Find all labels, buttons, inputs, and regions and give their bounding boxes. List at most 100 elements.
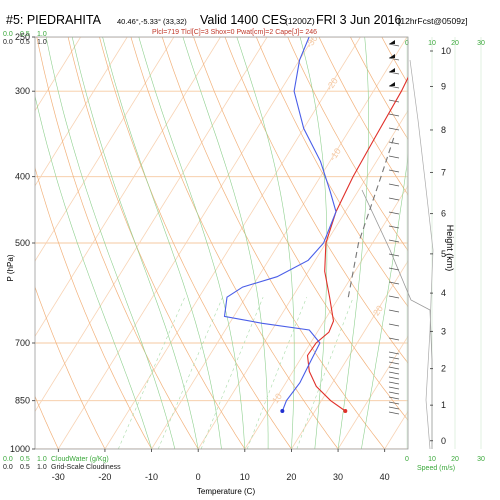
x-tick-label: 0 <box>196 472 201 482</box>
wind-barb <box>388 309 400 313</box>
moist-adiabat-line <box>35 94 152 449</box>
cloudwater-label: CloudWater (g/Kg) <box>51 456 109 463</box>
wind-barb <box>388 155 400 159</box>
mixing-ratio-line <box>296 297 354 449</box>
top-cloudwater-scale: 0.0 0.5 1.0 0.0 0.5 1.0 <box>3 31 47 46</box>
wind-barb <box>388 376 400 380</box>
dry-adiabat-line <box>130 37 339 449</box>
bottom-green-label-1: 0.5 <box>20 456 30 463</box>
wind-barb-flag <box>389 68 395 72</box>
moist-adiabat-line <box>102 37 222 449</box>
dry-adiabat-line <box>161 37 385 449</box>
dry-adiabat-line <box>67 37 246 449</box>
isotherm-line <box>35 37 268 413</box>
speed-tick-top: 30 <box>477 40 485 47</box>
wind-barb <box>388 141 400 145</box>
wind-barb <box>388 371 400 375</box>
dry-adiabat-line <box>318 37 408 196</box>
wind-barb-flag <box>389 82 395 86</box>
speed-tick-top: 0 <box>405 40 409 47</box>
dry-adiabat-line <box>255 37 408 308</box>
bottom-black-label-2: 1.0 <box>37 464 47 471</box>
speed-tick-bottom: 30 <box>477 456 485 463</box>
dewpoint-marker <box>280 409 285 414</box>
height-tick-label: 2 <box>441 364 446 374</box>
top-black-label-0: 0.0 <box>3 39 13 46</box>
speed-tick-bottom: 10 <box>428 456 436 463</box>
x-tick-label: 10 <box>240 472 250 482</box>
mixing-ratio-line <box>118 297 186 449</box>
dewpoint-trace <box>223 37 337 412</box>
wind-barb <box>388 99 400 103</box>
isotherm-line <box>35 37 175 262</box>
speed-axis-title: Speed (m/s) <box>417 465 455 472</box>
wind-barb <box>388 337 400 341</box>
height-tick-label: 6 <box>441 209 446 219</box>
bottom-green-label-2: 1.0 <box>37 456 47 463</box>
speed-tick-bottom: 0 <box>405 456 409 463</box>
station-coords: 40.46°,-5.33° (33,32) <box>117 17 187 26</box>
temperature-trace <box>306 76 408 412</box>
wind-barb <box>388 396 400 400</box>
wind-barb <box>388 366 400 370</box>
x-tick-label: 20 <box>286 472 296 482</box>
cloudiness-label: Grid-Scale Cloudiness <box>51 464 121 471</box>
wind-barb <box>388 295 400 299</box>
moist-adiabat-line <box>182 37 269 449</box>
x-axis-title: Temperature (C) <box>197 487 256 496</box>
wind-barb <box>388 253 400 257</box>
isotherm-line <box>35 37 81 112</box>
p-tick-label: 850 <box>15 396 30 406</box>
wind-barb <box>388 183 400 187</box>
sounding-traces <box>223 37 408 412</box>
valid-time: Valid 1400 CES <box>200 13 287 27</box>
x-tick-label: 30 <box>333 472 343 482</box>
height-axis: 0 1 2 3 4 5 6 7 8 9 10 <box>430 46 451 446</box>
dry-adiabat-line <box>287 37 408 252</box>
wind-barb <box>388 406 400 410</box>
bottom-green-label-0: 0.0 <box>3 456 13 463</box>
wind-barb <box>388 113 400 117</box>
isotherm-line <box>244 185 408 449</box>
dry-adiabat-line <box>99 37 292 449</box>
wind-barb <box>388 85 400 89</box>
p-tick-label: 300 <box>15 86 30 96</box>
wind-barb <box>388 211 400 215</box>
wind-barb <box>388 381 400 385</box>
wind-barb-flag <box>389 40 395 44</box>
speed-profile-line <box>409 59 434 450</box>
p-tick-label: 700 <box>15 338 30 348</box>
isotherm-line <box>151 37 408 449</box>
wind-barb <box>388 281 400 285</box>
temperature-marker <box>343 409 348 414</box>
x-tick-label: -30 <box>52 472 65 482</box>
dry-adiabat-line <box>35 166 152 449</box>
wind-barb <box>388 351 400 355</box>
height-tick-label: 5 <box>441 249 446 259</box>
height-tick-label: 8 <box>441 125 446 135</box>
pressure-axis: 1000 850 700 500 400 300 250 <box>10 32 35 454</box>
valid-date: FRI 3 Jun 2016 <box>316 13 402 27</box>
height-tick-label: 1 <box>441 400 446 410</box>
isotherm-line <box>35 37 128 187</box>
height-tick-label: 0 <box>441 436 446 446</box>
wind-barb <box>388 361 400 365</box>
top-green-label-0: 0.0 <box>3 31 13 38</box>
wind-barb <box>388 267 400 271</box>
p-tick-label: 1000 <box>10 444 30 454</box>
x-tick-label: -10 <box>145 472 158 482</box>
height-tick-label: 7 <box>441 167 446 177</box>
profile-outline <box>361 189 433 449</box>
isotherm-line <box>57 37 315 449</box>
top-black-label-2: 1.0 <box>37 39 47 46</box>
wind-barb <box>388 225 400 229</box>
speed-tick-top: 10 <box>428 40 436 47</box>
p-tick-label: 400 <box>15 172 30 182</box>
y-axis-title: P (hPa) <box>6 254 15 281</box>
moist-adiabat-line <box>71 37 199 449</box>
top-green-label-1: 0.5 <box>20 31 30 38</box>
wind-barb <box>388 411 400 415</box>
moist-adiabat-line <box>299 37 328 449</box>
